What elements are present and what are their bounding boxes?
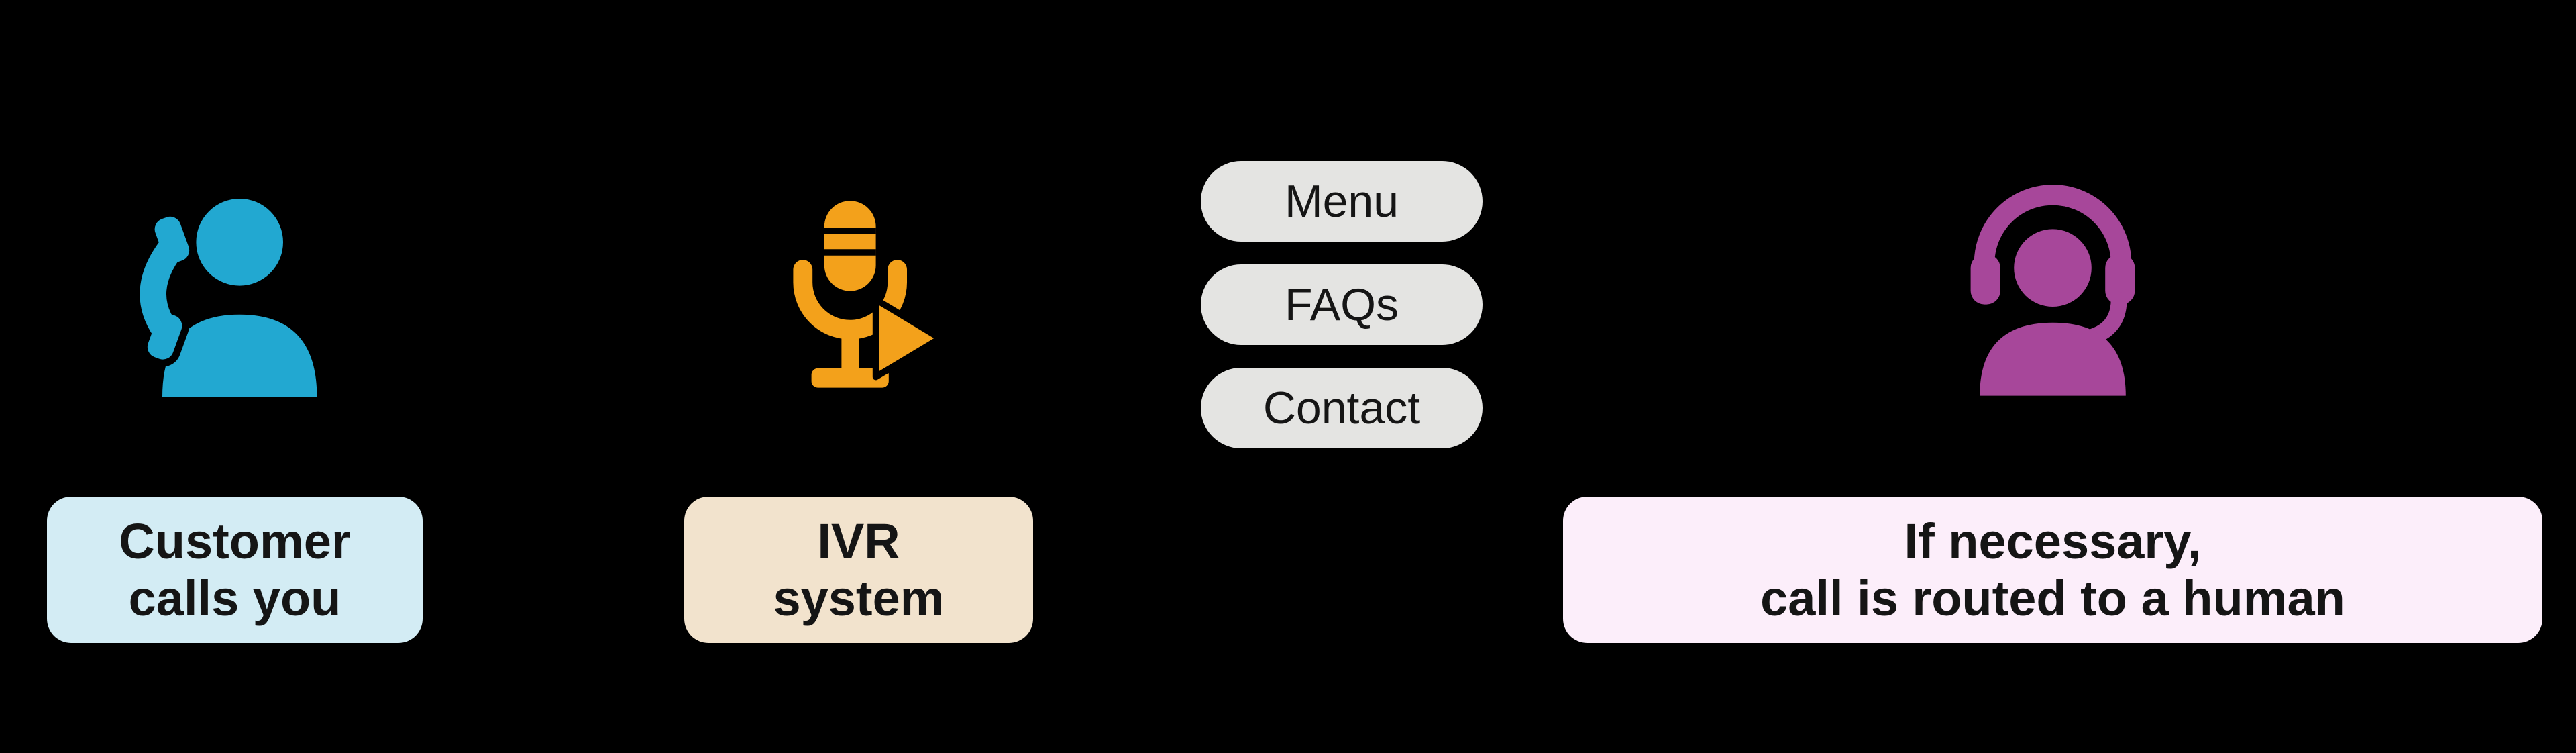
- option-pill: FAQs: [1201, 264, 1483, 345]
- option-pill: Contact: [1201, 368, 1483, 448]
- microphone-play-icon: [751, 174, 966, 416]
- support-agent-icon: [1939, 174, 2167, 416]
- node-customer: Customer calls you: [47, 174, 423, 643]
- arrow-icon: [1516, 259, 1898, 318]
- ivr-flow-diagram: Customer calls you IVR system M: [0, 0, 2576, 753]
- customer-label: Customer calls you: [47, 497, 423, 643]
- human-label: If necessary, call is routed to a human: [1563, 497, 2542, 643]
- node-options: Menu FAQs Contact: [1201, 161, 1483, 448]
- node-human: If necessary, call is routed to a human: [1563, 174, 2542, 643]
- arrow-icon: [470, 259, 691, 318]
- arrow-icon: [1033, 259, 1174, 318]
- ivr-label: IVR system: [684, 497, 1033, 643]
- option-pill: Menu: [1201, 161, 1483, 242]
- customer-phone-icon: [114, 174, 356, 416]
- node-ivr: IVR system: [684, 174, 1033, 643]
